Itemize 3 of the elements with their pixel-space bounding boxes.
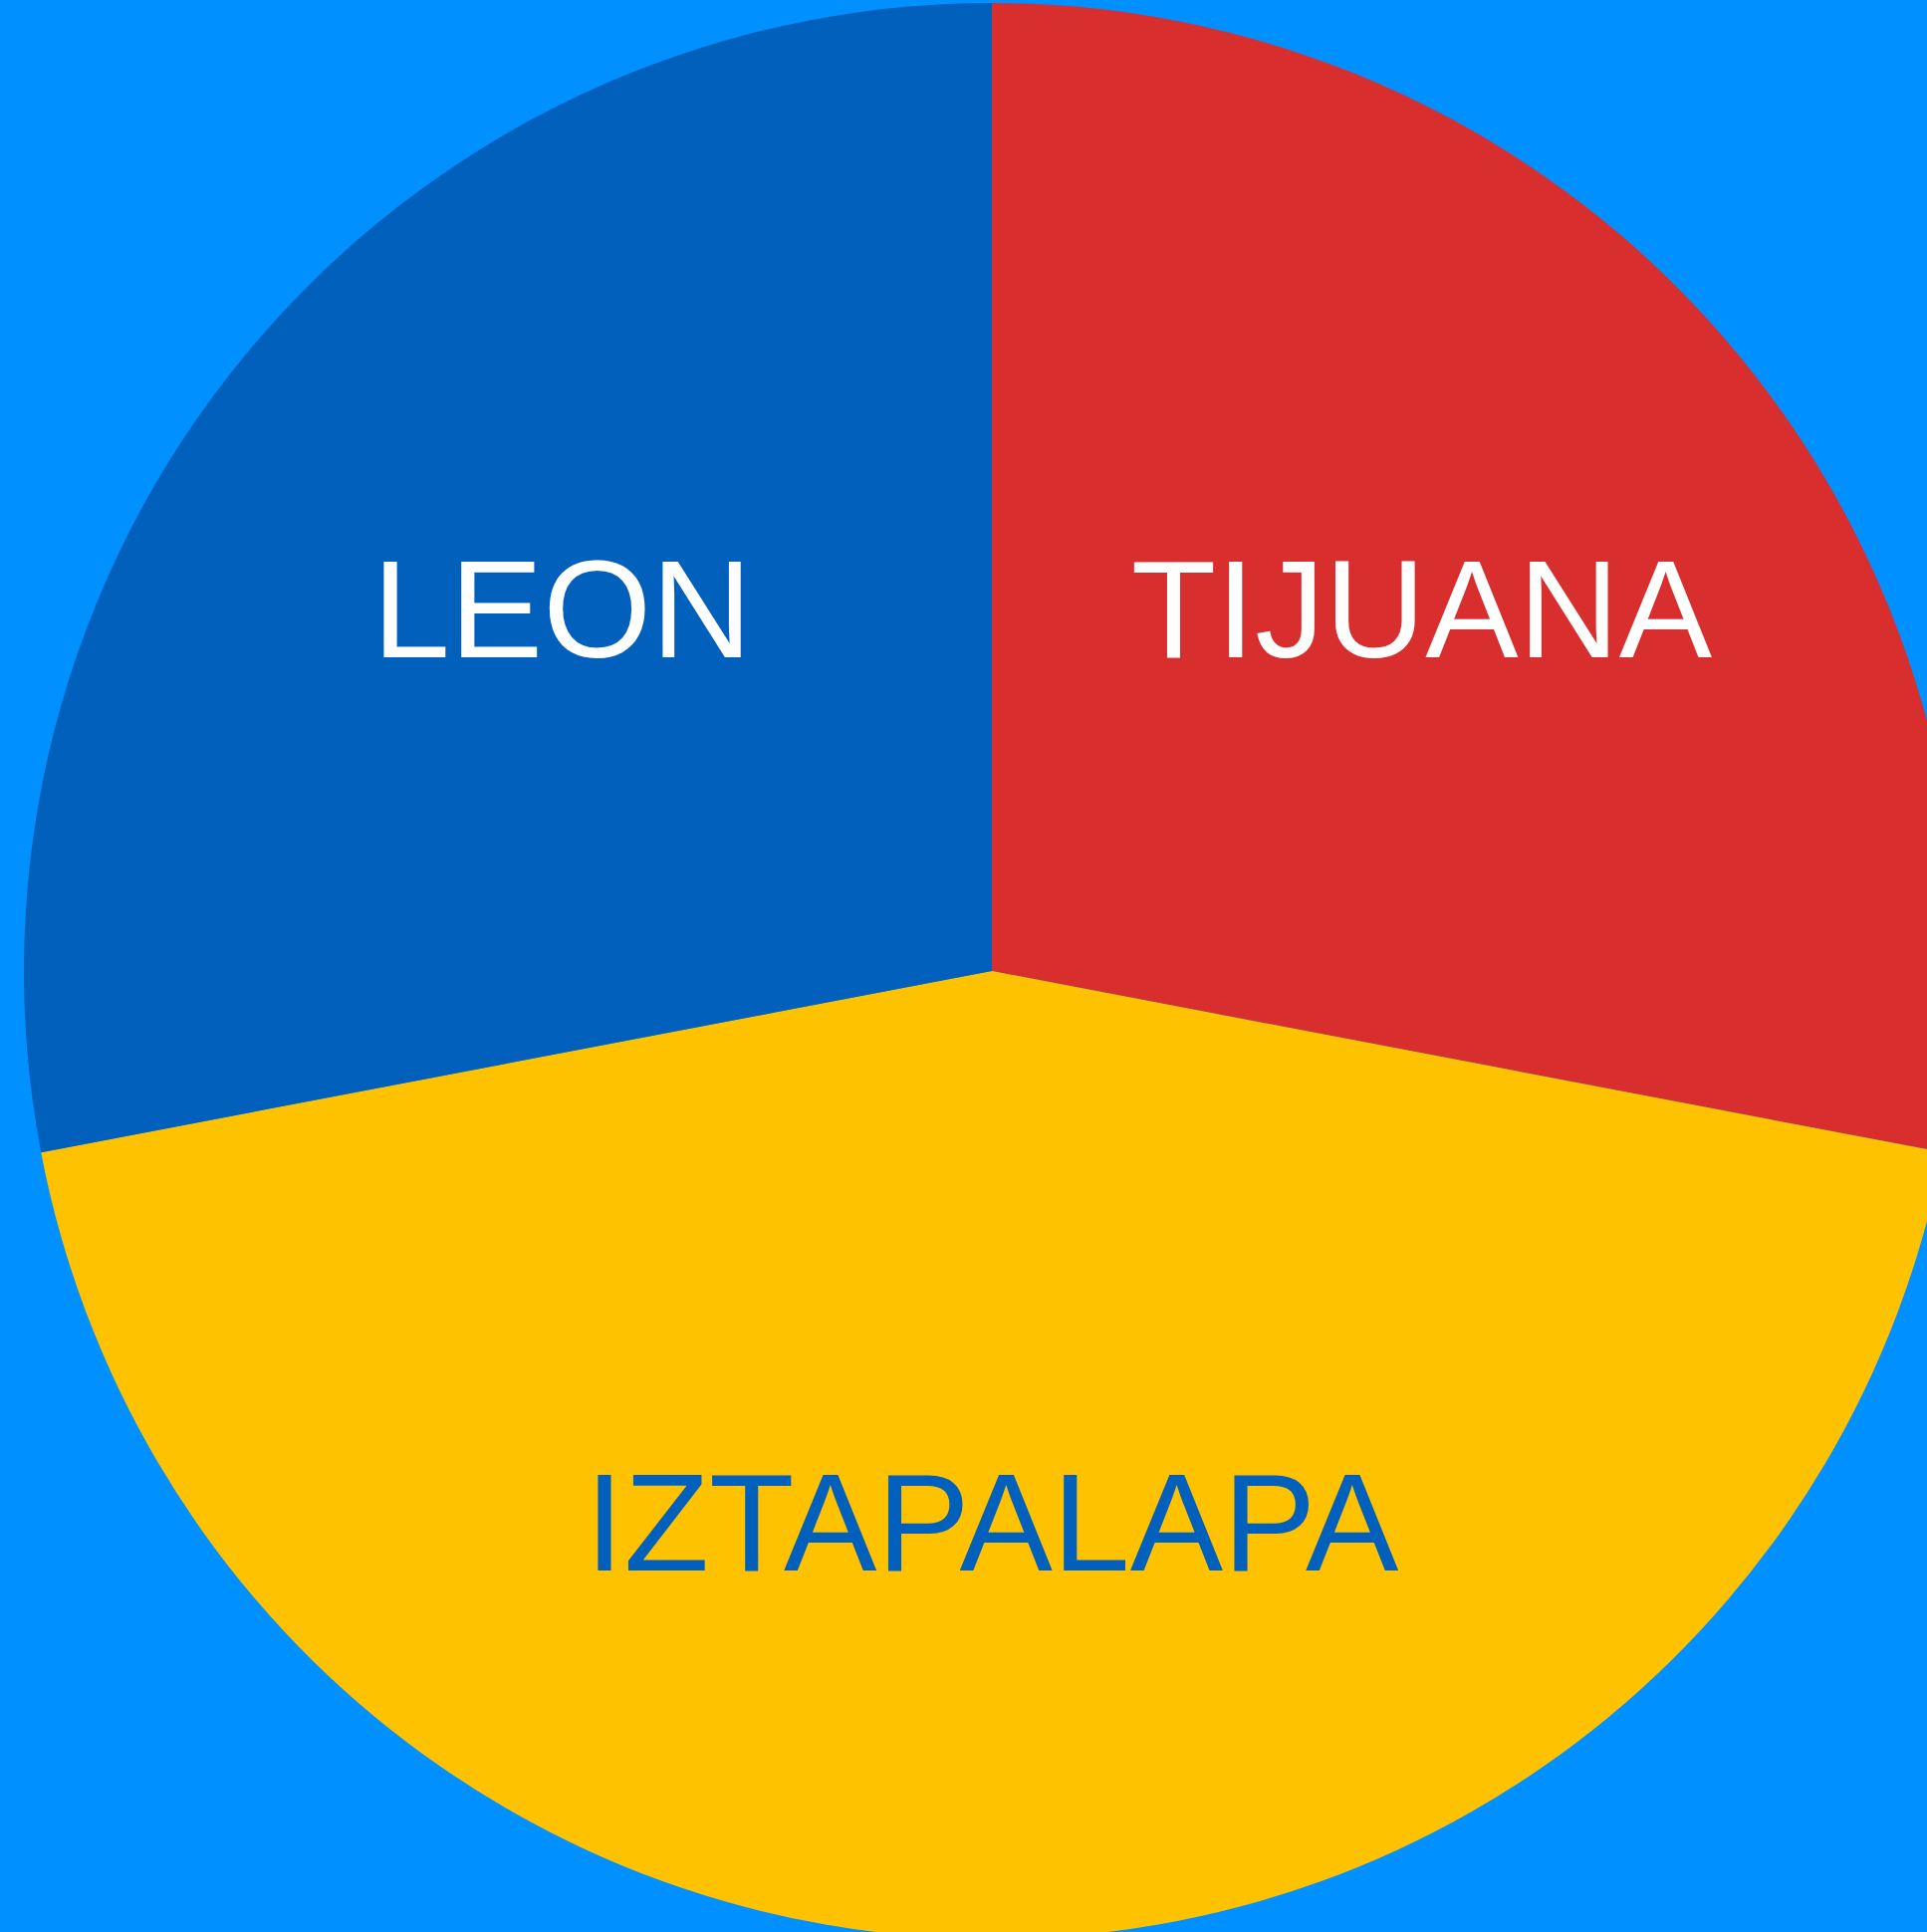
slice-label: LEON xyxy=(371,531,753,688)
slice-label: TIJUANA xyxy=(1130,531,1713,688)
slice-label: IZTAPALAPA xyxy=(585,1444,1400,1600)
